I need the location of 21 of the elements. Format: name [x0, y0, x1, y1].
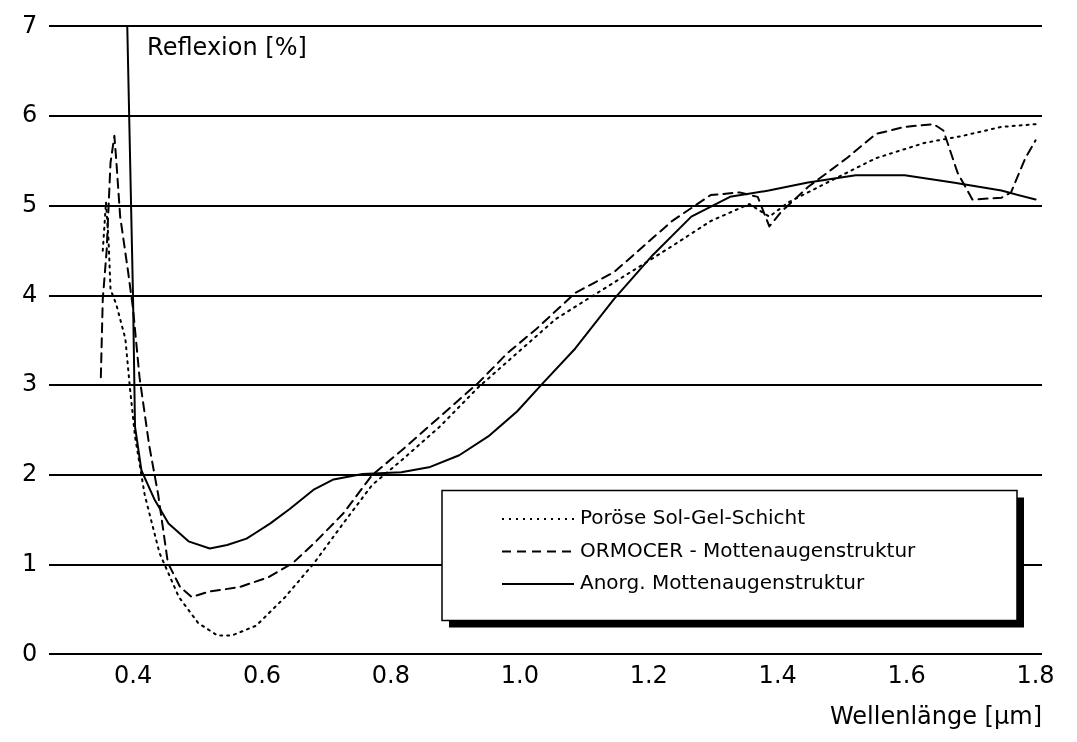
y-axis-title: Reflexion [%] — [147, 32, 307, 61]
x-tick-label: 0.4 — [113, 661, 153, 690]
x-tick-label: 1.0 — [500, 661, 539, 690]
y-tick-label: 0 — [21, 638, 38, 667]
y-tick-label: 1 — [21, 548, 38, 577]
x-tick-label: 1.8 — [1016, 661, 1055, 690]
y-tick-label: 5 — [21, 190, 38, 219]
legend-label: ORMOCER - Mottenaugenstruktur — [580, 537, 917, 562]
y-tick-label: 7 — [21, 10, 38, 39]
x-axis-title: Wellenlänge [µm] — [830, 701, 1042, 730]
y-tick-label: 2 — [21, 459, 38, 488]
legend-label: Poröse Sol-Gel-Schicht — [580, 505, 806, 530]
x-tick-label: 0.8 — [371, 661, 411, 690]
legend-label: Anorg. Mottenaugenstruktur — [580, 570, 865, 595]
y-tick-label: 4 — [21, 279, 38, 308]
y-tick-label: 3 — [21, 369, 38, 398]
x-tick-label: 1.2 — [629, 661, 668, 690]
x-tick-label: 1.6 — [887, 661, 926, 690]
x-tick-label: 1.4 — [758, 661, 797, 690]
y-tick-label: 6 — [21, 100, 38, 129]
x-tick-label: 0.6 — [242, 661, 282, 690]
